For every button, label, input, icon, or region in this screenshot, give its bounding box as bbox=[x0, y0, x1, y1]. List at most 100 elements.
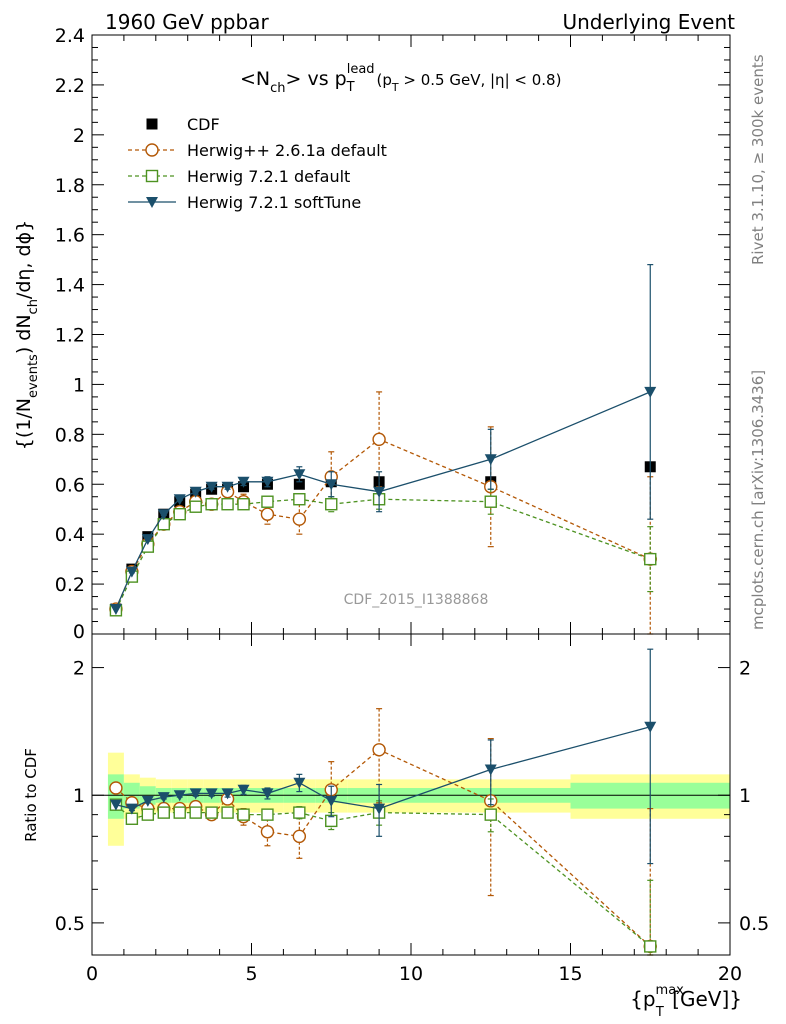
ratio-s1-point bbox=[293, 806, 306, 819]
legend-marker bbox=[145, 169, 159, 183]
ratio-s2-point bbox=[261, 788, 274, 800]
ratio-y-tick-label-right: 0.5 bbox=[739, 913, 769, 935]
ratio-s0-point bbox=[372, 743, 386, 757]
main-s3-series bbox=[109, 264, 657, 616]
main-s3-point bbox=[173, 494, 186, 506]
main-y-tick-label: 2.4 bbox=[55, 25, 85, 47]
main-y-tick-label: 1 bbox=[73, 374, 85, 396]
main-y-tick-label: 0.4 bbox=[55, 524, 85, 546]
ratio-s1-point bbox=[261, 808, 274, 821]
legend-label: Herwig 7.2.1 default bbox=[187, 167, 350, 186]
legend-label: Herwig++ 2.6.1a default bbox=[187, 141, 387, 160]
ratio-s2-point bbox=[373, 803, 386, 815]
main-axes: 0.2 0.4 0.6 0.8 1 1.2 1.4 1.6 1.8 2 2.2 2.4 0 bbox=[55, 25, 731, 643]
ratio-s2-point bbox=[141, 795, 154, 807]
x-axis-label: {pmax T [GeV]} bbox=[630, 983, 742, 1020]
ratio-y-axis-label: Ratio to CDF bbox=[22, 748, 40, 842]
main-s3-point bbox=[293, 469, 306, 481]
main-s2-point bbox=[644, 552, 657, 566]
ratio-s2-series bbox=[109, 648, 657, 865]
legend-label: Herwig 7.2.1 softTune bbox=[187, 193, 361, 212]
main-s2-point bbox=[261, 495, 274, 508]
main-s1-point bbox=[372, 432, 386, 447]
ratio-band-inner bbox=[107, 774, 124, 819]
ratio-s2-point bbox=[157, 792, 170, 804]
ratio-s1-series bbox=[109, 798, 657, 956]
x-tick-label: 5 bbox=[245, 963, 257, 985]
main-s3-point bbox=[125, 566, 138, 578]
main-title: <Nch> vs plead T (pT > 0.5 GeV, |η| < 0.8) bbox=[240, 62, 561, 96]
main-s3-point bbox=[189, 486, 202, 498]
main-s3-point bbox=[141, 534, 154, 546]
main-y-tick-label: 0.8 bbox=[55, 424, 85, 446]
main-s3-point bbox=[205, 481, 218, 493]
legend: CDF Herwig++ 2.6.1a default Herwig 7.2.1 d… bbox=[128, 115, 387, 212]
main-s3-point bbox=[373, 486, 386, 498]
main-s2-point bbox=[325, 498, 338, 511]
ratio-s2-point bbox=[237, 784, 250, 796]
ratio-s2-point bbox=[293, 777, 306, 789]
main-y-tick-label: 1.8 bbox=[55, 175, 85, 197]
main-s2-line bbox=[115, 498, 651, 611]
main-s2-point bbox=[237, 498, 250, 511]
main-s1-point bbox=[260, 507, 275, 521]
main-s2-point bbox=[205, 498, 218, 511]
ratio-s1-point bbox=[141, 808, 155, 821]
main-s3-point bbox=[221, 481, 234, 493]
ratio-s2-point bbox=[325, 795, 338, 807]
main-s1-line bbox=[115, 438, 651, 610]
ratio-s1-point bbox=[157, 806, 170, 819]
main-s3-point bbox=[644, 386, 657, 398]
main-y-tick-label: 0.6 bbox=[55, 474, 85, 496]
main-panel: 0.2 0.4 0.6 0.8 1 1.2 1.4 1.6 1.8 2 2.2 2.4 0 <Nch> … bbox=[13, 25, 731, 643]
analysis-watermark: CDF_2015_I1388868 bbox=[344, 592, 489, 608]
ratio-s1-point bbox=[221, 806, 234, 819]
ratio-y-tick-label-right: 1 bbox=[739, 785, 751, 807]
ratio-s2-point bbox=[189, 788, 202, 800]
main-s2-point bbox=[484, 495, 497, 508]
ratio-s1-line bbox=[115, 804, 651, 947]
main-y-tick-label: 2 bbox=[73, 125, 85, 147]
main-plot-layer bbox=[109, 264, 657, 635]
main-s3-point bbox=[325, 479, 338, 491]
main-s2-point bbox=[189, 500, 202, 513]
rivet-version-text: Rivet 3.1.10, ≥ 300k events bbox=[749, 54, 767, 265]
ratio-s2-point bbox=[484, 764, 497, 776]
main-y-tick-label: 0 bbox=[73, 621, 85, 643]
ratio-s0-series bbox=[109, 708, 657, 956]
ratio-s2-point bbox=[125, 803, 138, 815]
ratio-s1-point bbox=[125, 812, 139, 825]
ratio-plot-layer bbox=[92, 648, 730, 956]
x-tick-label: 10 bbox=[399, 963, 423, 985]
header-left: 1960 GeV ppbar bbox=[105, 10, 269, 34]
ratio-s1-point bbox=[189, 806, 202, 819]
legend-marker bbox=[146, 118, 158, 130]
ratio-s2-point bbox=[221, 788, 234, 800]
main-y-tick-label: 2.2 bbox=[55, 75, 85, 97]
main-s3-point bbox=[237, 476, 250, 488]
ratio-s1-point bbox=[237, 808, 250, 821]
ratio-y-tick-label-right: 2 bbox=[739, 658, 751, 680]
ratio-s1-point bbox=[644, 940, 657, 953]
x-tick-label: 0 bbox=[86, 963, 98, 985]
ratio-axes: 0.5 0.51 12 20 5 10 15 20 bbox=[55, 634, 769, 985]
main-s3-point bbox=[157, 509, 170, 521]
main-s0-point bbox=[293, 478, 305, 490]
main-s3-point bbox=[261, 476, 274, 488]
legend-marker bbox=[146, 197, 158, 208]
main-s3-point bbox=[484, 454, 497, 466]
ratio-s1-point bbox=[205, 806, 218, 819]
main-s3-point bbox=[109, 604, 122, 616]
legend-label: CDF bbox=[187, 115, 220, 134]
main-s2-point bbox=[293, 493, 306, 506]
ratio-y-tick-label: 0.5 bbox=[55, 913, 85, 935]
mcplots-credit-text: mcplots.cern.ch [arXiv:1306.3436] bbox=[749, 370, 767, 630]
main-y-axis-label: {(1/Nevents) dNch/dη, dϕ} bbox=[13, 220, 41, 450]
ratio-s1-point bbox=[484, 808, 497, 821]
ratio-y-tick-label: 2 bbox=[73, 658, 85, 680]
x-tick-label: 20 bbox=[718, 963, 742, 985]
ratio-s2-point bbox=[205, 788, 218, 800]
ratio-s1-point bbox=[173, 806, 186, 819]
ratio-panel: 0.5 0.51 12 20 5 10 15 20 Ratio to CDF {pmax T [… bbox=[22, 633, 769, 1020]
